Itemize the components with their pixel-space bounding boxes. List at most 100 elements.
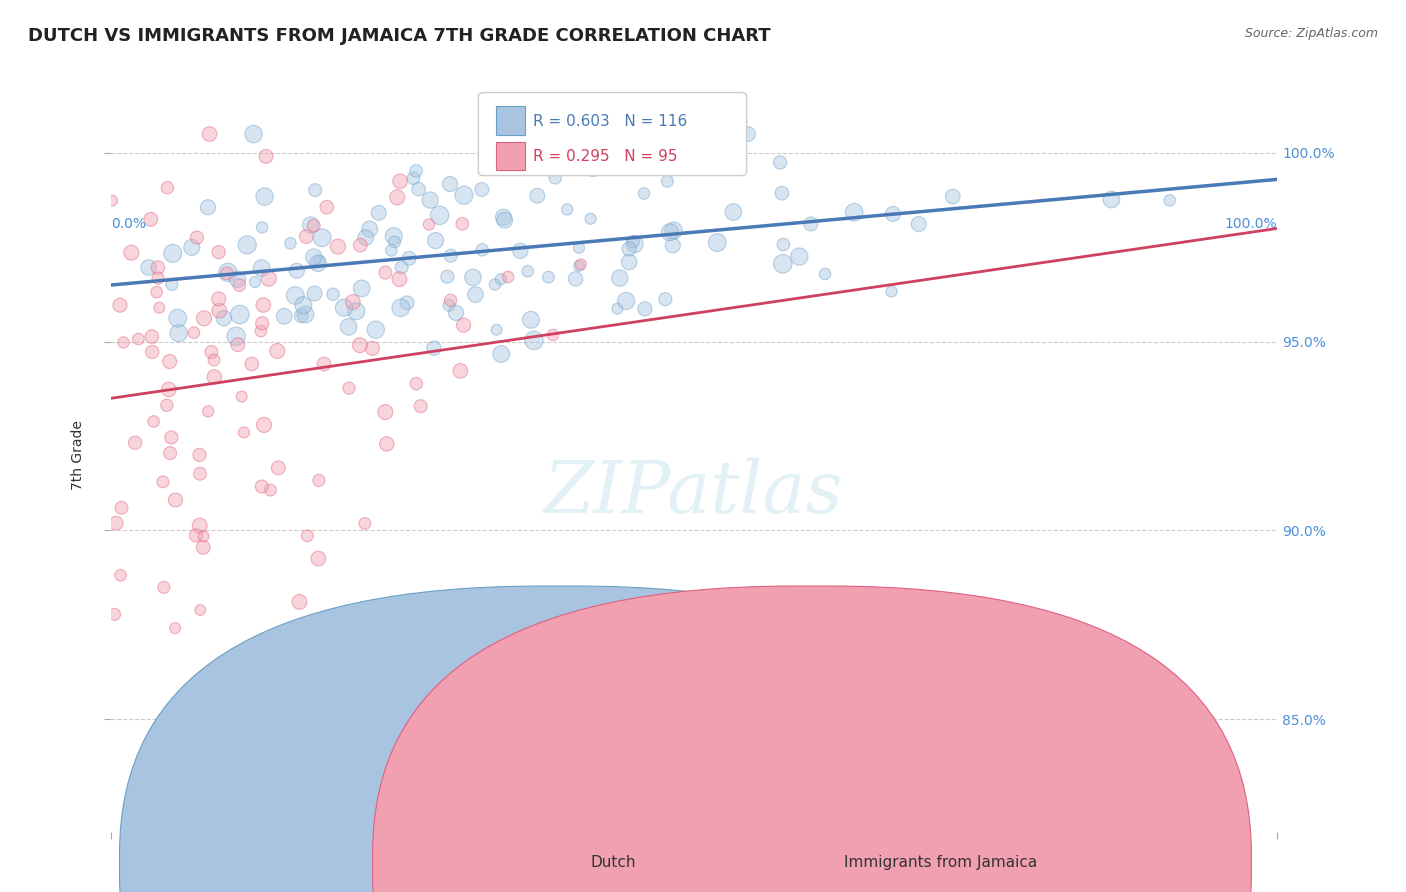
Text: DUTCH VS IMMIGRANTS FROM JAMAICA 7TH GRADE CORRELATION CHART: DUTCH VS IMMIGRANTS FROM JAMAICA 7TH GRA… [28, 27, 770, 45]
Point [292, 298, 315, 312]
Point [229, 308, 252, 322]
Point [564, 272, 586, 286]
Point [471, 182, 494, 196]
Point [108, 298, 131, 312]
Point [568, 241, 591, 255]
Point [188, 467, 211, 481]
Point [633, 186, 655, 201]
Point [188, 603, 211, 617]
Point [844, 205, 866, 219]
Point [308, 254, 330, 268]
Point [449, 364, 471, 378]
Point [307, 551, 329, 566]
Point [285, 264, 308, 278]
Point [658, 225, 681, 239]
Point [188, 518, 211, 533]
Point [311, 230, 333, 244]
Point [110, 500, 132, 515]
Point [617, 255, 640, 269]
Point [367, 206, 389, 220]
Point [127, 332, 149, 346]
Point [623, 237, 645, 252]
Text: Source: ZipAtlas.com: Source: ZipAtlas.com [1244, 27, 1378, 40]
Point [489, 272, 512, 286]
Point [384, 235, 406, 249]
FancyBboxPatch shape [496, 106, 524, 135]
Point [266, 343, 288, 358]
Point [250, 260, 273, 275]
Point [419, 193, 441, 207]
Point [193, 311, 215, 326]
Point [380, 244, 402, 258]
Point [225, 329, 247, 343]
Point [138, 260, 160, 275]
Point [579, 211, 602, 226]
Point [243, 275, 266, 289]
Point [152, 475, 174, 489]
Point [787, 250, 810, 264]
Point [146, 260, 169, 275]
Point [375, 437, 398, 451]
Point [344, 304, 367, 318]
Point [280, 236, 302, 251]
Point [388, 272, 411, 286]
Point [555, 202, 578, 217]
Point [453, 318, 475, 333]
Point [145, 285, 167, 299]
Point [188, 448, 211, 462]
Point [250, 324, 273, 338]
Point [183, 326, 205, 340]
Text: R = 0.603   N = 116: R = 0.603 N = 116 [533, 113, 688, 128]
Point [337, 381, 360, 395]
Point [322, 287, 344, 301]
Point [723, 205, 745, 219]
Point [299, 218, 322, 232]
Point [661, 238, 683, 252]
Point [307, 256, 329, 270]
Point [165, 493, 187, 508]
Point [290, 309, 312, 323]
Point [302, 250, 325, 264]
Point [444, 306, 467, 320]
Point [569, 257, 592, 271]
Point [257, 271, 280, 285]
Point [250, 479, 273, 493]
Point [198, 127, 221, 141]
Point [418, 218, 440, 232]
Point [544, 170, 567, 185]
Point [153, 580, 176, 594]
Point [737, 127, 759, 141]
Point [520, 312, 543, 326]
Point [166, 311, 188, 326]
Point [349, 238, 371, 252]
Point [186, 230, 208, 244]
Point [160, 430, 183, 444]
Point [242, 127, 264, 141]
Point [142, 414, 165, 428]
Point [662, 223, 685, 237]
Point [297, 529, 319, 543]
Point [212, 311, 235, 326]
Point [333, 301, 356, 315]
Point [208, 292, 231, 306]
Point [159, 446, 181, 460]
Point [184, 528, 207, 542]
Point [389, 174, 412, 188]
Point [267, 460, 290, 475]
Point [374, 405, 396, 419]
Point [405, 164, 427, 178]
Point [576, 145, 599, 160]
Point [523, 334, 546, 348]
Point [907, 217, 929, 231]
Point [453, 188, 475, 202]
Point [226, 272, 249, 286]
Point [496, 269, 519, 284]
Point [105, 516, 128, 530]
Point [193, 529, 215, 543]
Point [1159, 194, 1181, 208]
Point [391, 260, 413, 275]
FancyBboxPatch shape [496, 142, 524, 170]
Point [250, 220, 273, 235]
Point [208, 245, 231, 260]
Point [180, 240, 202, 254]
